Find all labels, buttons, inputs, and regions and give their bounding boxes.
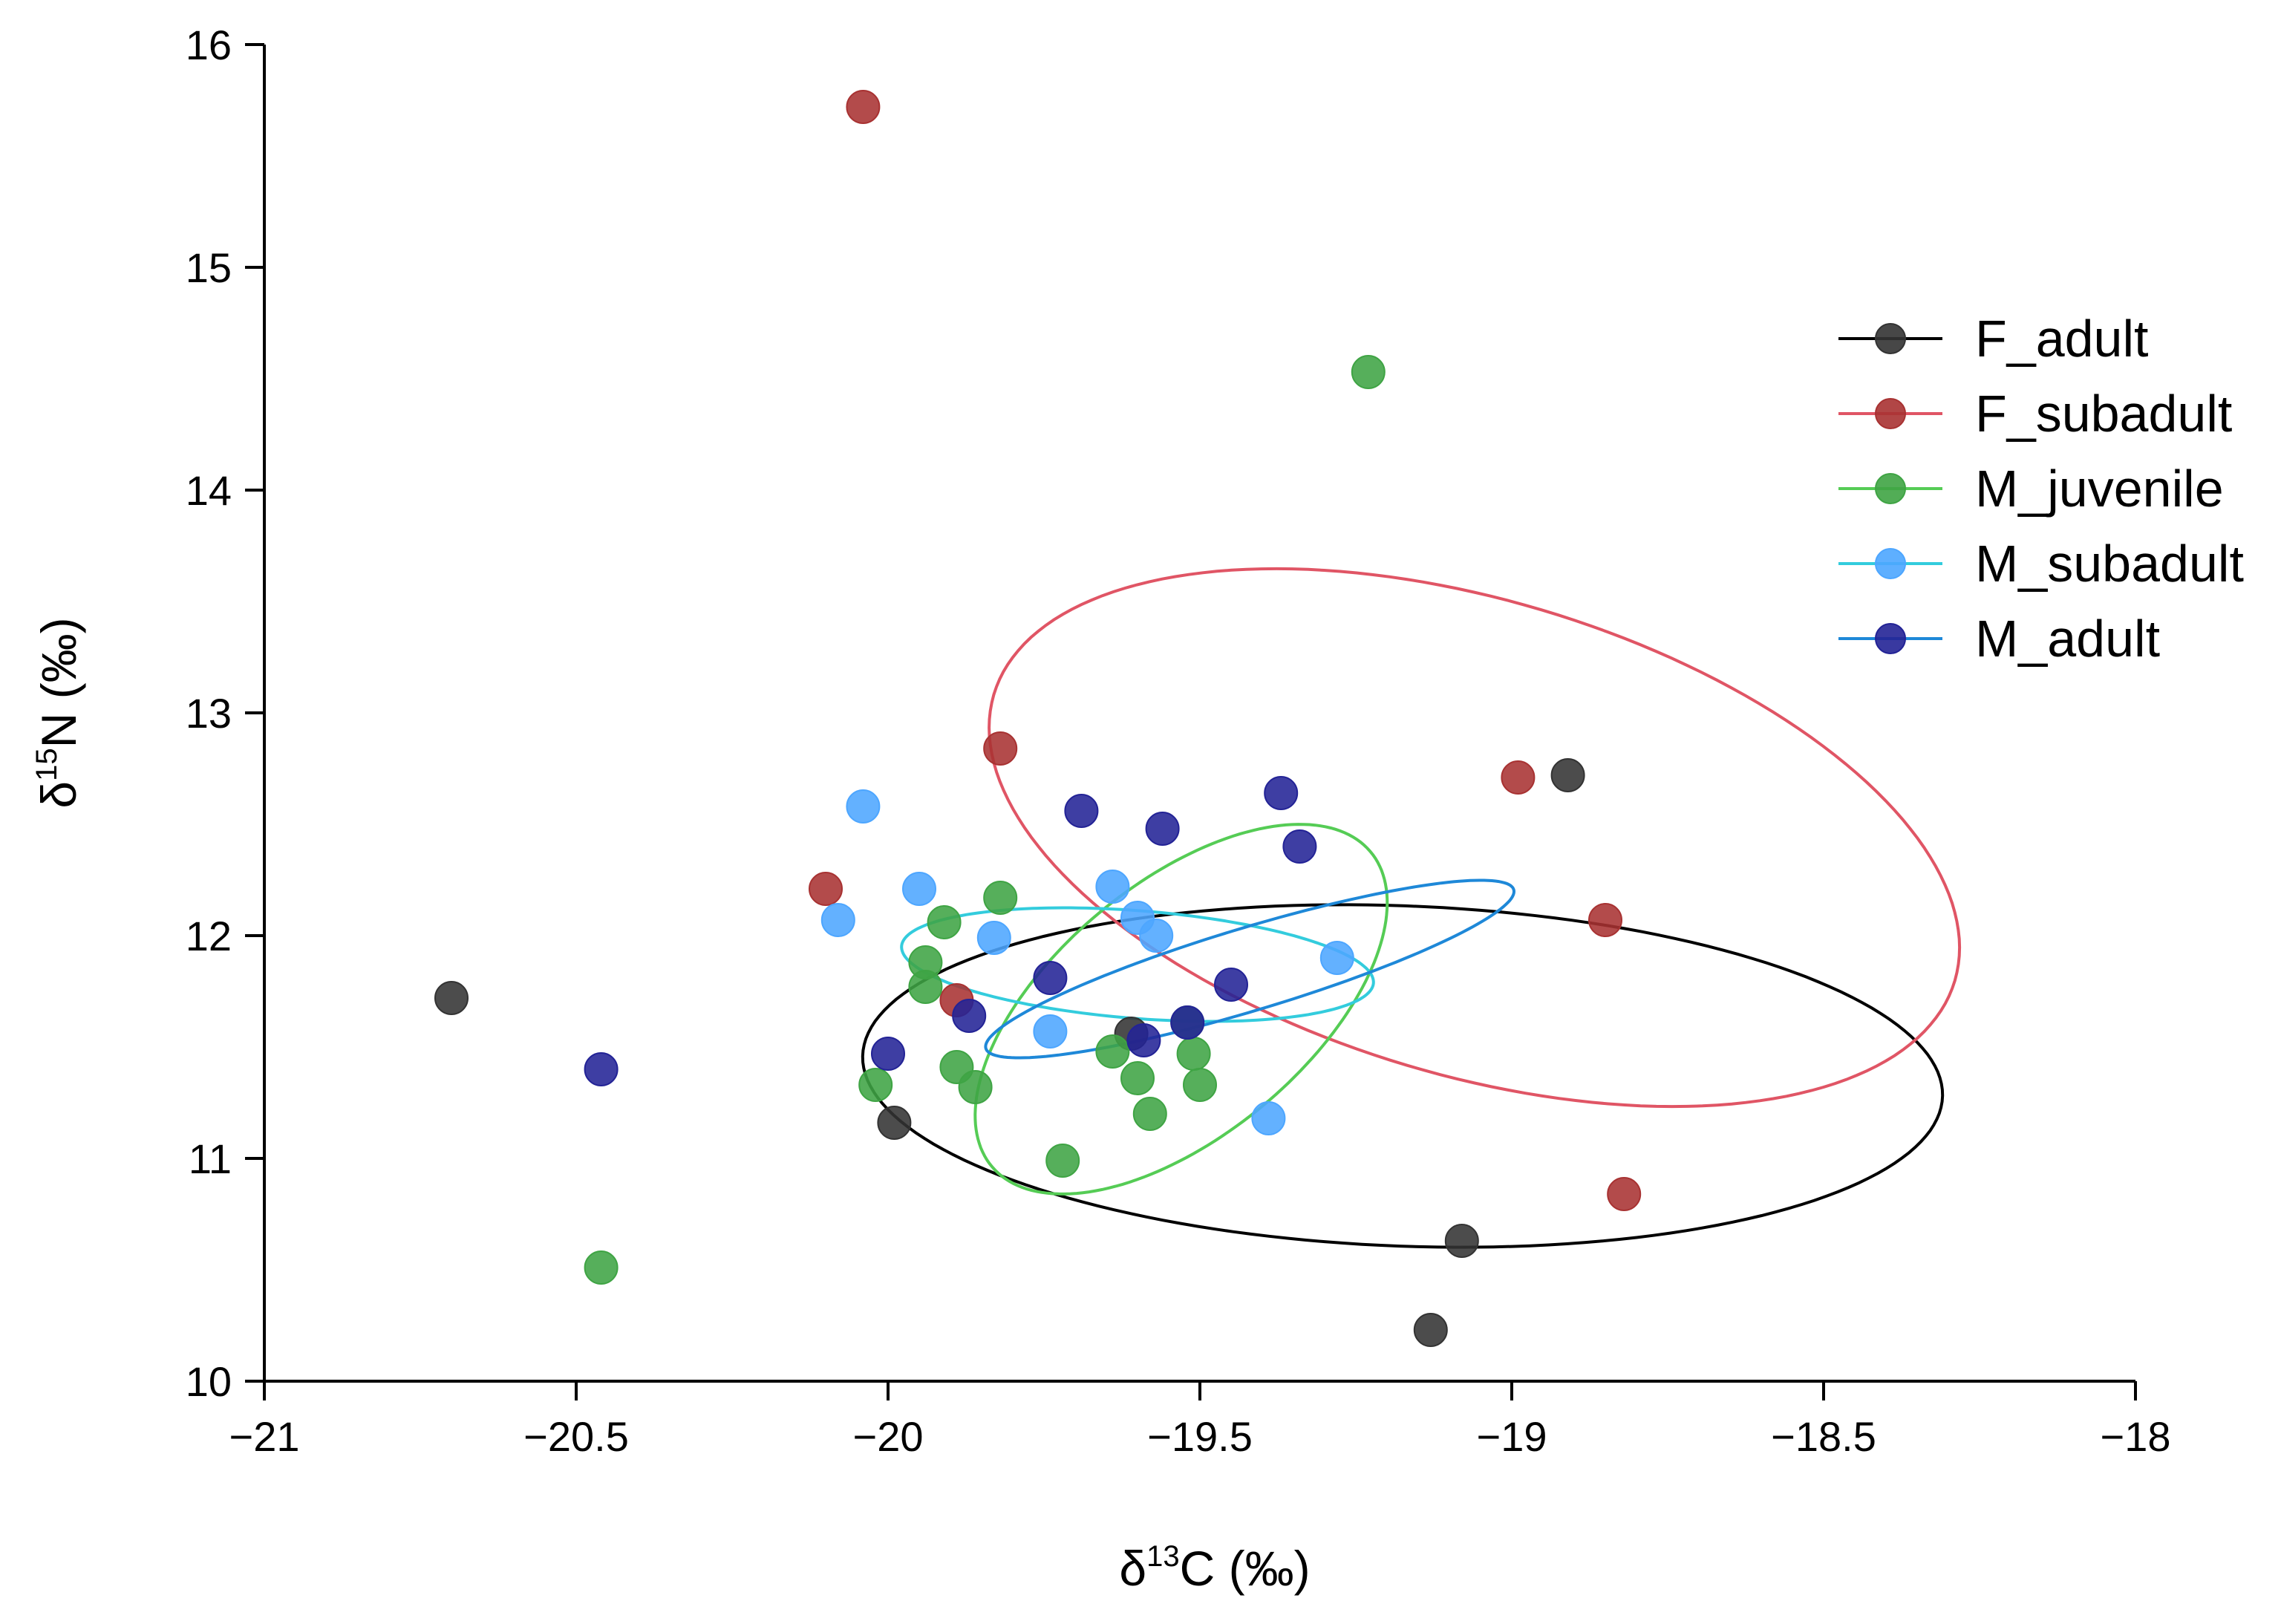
legend-marker <box>1875 473 1906 504</box>
y-tick-label: 10 <box>186 1358 232 1405</box>
point-m-juvenile <box>958 1070 993 1104</box>
y-tick-label: 16 <box>186 22 232 68</box>
point-m-adult <box>952 999 987 1033</box>
point-m-adult <box>1170 1005 1205 1040</box>
point-f-adult <box>1444 1224 1479 1258</box>
x-tick-label: −18 <box>2101 1413 2171 1460</box>
y-tick-label: 14 <box>186 467 232 514</box>
legend-label: M_juvenile <box>1975 460 2224 518</box>
point-f-subadult <box>1607 1177 1642 1211</box>
legend-marker <box>1875 323 1906 354</box>
point-f-adult <box>1550 758 1585 792</box>
point-m-subadult <box>846 789 881 824</box>
x-axis-title: δ13C (‰) <box>1119 1540 1310 1596</box>
point-m-adult <box>584 1052 619 1086</box>
point-m-adult <box>1282 829 1317 864</box>
ellipse-m-juvenile <box>973 823 1389 1196</box>
y-axis-title: δ15N (‰) <box>30 617 86 808</box>
point-f-adult <box>434 981 469 1015</box>
ellipse-m-subadult <box>900 906 1375 1023</box>
point-m-juvenile <box>1045 1144 1080 1178</box>
y-axis-title-prefix: δ <box>31 781 86 809</box>
point-m-subadult <box>1251 1101 1286 1135</box>
point-m-subadult <box>1095 870 1130 904</box>
y-axis-title-main: N (‰) <box>31 617 86 748</box>
ellipse-f-adult <box>861 903 1945 1249</box>
point-f-subadult <box>983 731 1018 766</box>
point-m-adult <box>1264 776 1299 810</box>
ellipse-f-subadult <box>988 567 1962 1109</box>
x-axis-title-prefix: δ <box>1119 1541 1146 1596</box>
y-ticks: 10 11 12 13 14 15 16 <box>186 22 264 1405</box>
point-f-adult <box>877 1106 912 1140</box>
point-m-adult <box>1033 961 1068 995</box>
point-m-juvenile <box>1351 355 1386 389</box>
point-m-adult <box>1126 1023 1161 1057</box>
point-m-juvenile <box>584 1250 619 1285</box>
point-m-adult <box>1214 968 1248 1002</box>
y-axis-title-sup: 15 <box>30 748 63 781</box>
point-m-juvenile <box>858 1068 893 1102</box>
y-tick-label: 15 <box>186 244 232 291</box>
legend-label: M_subadult <box>1975 535 2244 593</box>
point-m-juvenile <box>1120 1061 1155 1095</box>
x-tick-label: −19 <box>1477 1413 1547 1460</box>
legend-label: F_subadult <box>1975 385 2232 443</box>
point-f-subadult <box>1501 760 1536 795</box>
point-m-adult <box>871 1037 905 1071</box>
x-tick-label: −21 <box>229 1413 300 1460</box>
point-m-adult <box>1145 812 1180 846</box>
point-m-subadult <box>1139 919 1174 953</box>
point-f-subadult <box>809 872 843 906</box>
ellipse-m-adult <box>984 878 1516 1060</box>
point-m-juvenile <box>1132 1097 1167 1131</box>
point-m-subadult <box>1319 941 1354 975</box>
legend-marker <box>1875 548 1906 579</box>
point-m-subadult <box>902 872 936 906</box>
point-m-juvenile <box>983 881 1018 915</box>
y-tick-label: 13 <box>186 690 232 737</box>
x-tick-label: −18.5 <box>1771 1413 1876 1460</box>
point-layer <box>434 90 1642 1347</box>
point-m-juvenile <box>1183 1068 1217 1102</box>
legend-marker <box>1875 623 1906 654</box>
point-m-subadult <box>976 921 1011 955</box>
x-ticks: −21 −20.5 −20 −19.5 −19 −18.5 −18 <box>229 1381 2171 1460</box>
x-tick-label: −20.5 <box>523 1413 629 1460</box>
legend-marker <box>1875 398 1906 429</box>
x-axis-title-main: C (‰) <box>1180 1541 1311 1596</box>
x-tick-label: −20 <box>853 1413 924 1460</box>
y-tick-label: 12 <box>186 913 232 959</box>
point-m-juvenile <box>1095 1034 1130 1069</box>
point-m-juvenile <box>1176 1037 1211 1071</box>
point-f-subadult <box>1588 903 1622 937</box>
point-f-adult <box>1413 1313 1448 1347</box>
x-tick-label: −19.5 <box>1147 1413 1253 1460</box>
y-tick-label: 11 <box>189 1135 232 1182</box>
point-m-subadult <box>820 903 855 937</box>
point-f-subadult <box>846 90 881 124</box>
ellipse-layer <box>861 567 1962 1249</box>
point-m-juvenile <box>908 970 943 1004</box>
x-axis-title-sup: 13 <box>1146 1540 1180 1573</box>
axes-layer: −21 −20.5 −20 −19.5 −19 −18.5 −18 10 11 12 13 14 15… <box>186 22 2171 1460</box>
legend-label: M_adult <box>1975 610 2160 668</box>
legend: F_adult F_subadult M_juvenile M_subadult M_a… <box>1838 310 2244 668</box>
point-m-adult <box>1064 794 1099 828</box>
point-m-subadult <box>1033 1014 1068 1049</box>
point-m-juvenile <box>927 905 962 939</box>
legend-label: F_adult <box>1975 310 2148 368</box>
